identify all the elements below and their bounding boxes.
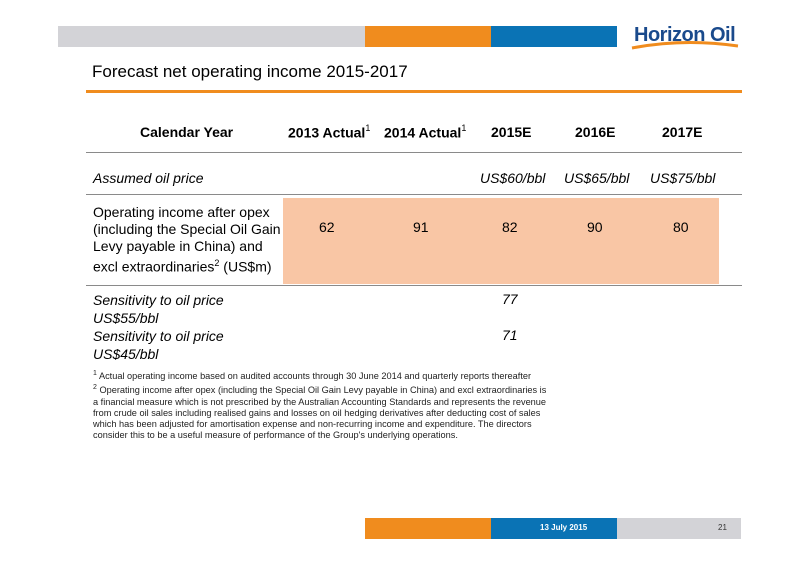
col-header-2017: 2017E xyxy=(662,124,703,140)
col-header-2013: 2013 Actual1 xyxy=(288,123,371,141)
horizon-oil-logo: Horizon Oil xyxy=(628,22,740,52)
footnotes: 1 Actual operating income based on audit… xyxy=(93,368,553,441)
operating-income-2013: 62 xyxy=(319,219,335,235)
footer-bar-gray xyxy=(617,518,741,539)
operating-income-rule xyxy=(86,285,742,286)
header-bar-gray xyxy=(58,26,365,47)
oil-price-rule xyxy=(86,194,742,195)
footer-bar-orange xyxy=(365,518,491,539)
sensitivity-45-label: Sensitivity to oil price US$45/bbl xyxy=(93,328,224,362)
col-header-calendar-year: Calendar Year xyxy=(140,124,234,140)
page-title: Forecast net operating income 2015-2017 xyxy=(92,62,408,81)
oil-price-2016: US$65/bbl xyxy=(564,170,630,186)
logo-text: Horizon Oil xyxy=(634,24,736,46)
footer-bar-blue xyxy=(491,518,617,539)
operating-income-2014: 91 xyxy=(413,219,429,235)
header-bar-blue xyxy=(491,26,617,47)
operating-income-highlight xyxy=(283,198,719,284)
col-header-2014: 2014 Actual1 xyxy=(384,123,467,141)
footnote-2: 2 Operating income after opex (including… xyxy=(93,384,547,441)
oil-price-2017: US$75/bbl xyxy=(650,170,716,186)
col-header-2016: 2016E xyxy=(575,124,616,140)
operating-income-2016: 90 xyxy=(587,219,603,235)
oil-price-2015: US$60/bbl xyxy=(480,170,546,186)
sensitivity-45-value: 71 xyxy=(502,327,518,343)
operating-income-label: Operating income after opex (including t… xyxy=(93,204,281,275)
col-header-2015: 2015E xyxy=(491,124,532,140)
operating-income-2015: 82 xyxy=(502,219,518,235)
header-bar-orange xyxy=(365,26,491,47)
header-rule xyxy=(86,152,742,153)
title-underline xyxy=(86,90,742,93)
footnote-1: 1 Actual operating income based on audit… xyxy=(93,370,532,382)
sensitivity-55-label: Sensitivity to oil price US$55/bbl xyxy=(93,292,224,326)
oil-price-label: Assumed oil price xyxy=(93,170,204,186)
operating-income-2017: 80 xyxy=(673,219,689,235)
footer-date: 13 July 2015 xyxy=(540,523,588,532)
logo-swoosh-icon xyxy=(631,40,739,50)
page-number: 21 xyxy=(718,523,727,532)
sensitivity-55-value: 77 xyxy=(502,291,518,307)
